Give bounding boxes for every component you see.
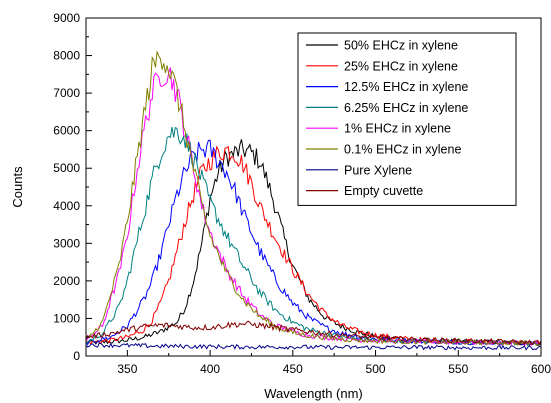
series-line-7: [86, 342, 541, 351]
x-tick-label: 600: [531, 362, 551, 376]
y-tick-label: 6000: [53, 124, 80, 138]
y-axis-label: Counts: [10, 166, 25, 208]
y-tick-label: 0: [73, 349, 80, 363]
y-tick-label: 3000: [53, 236, 80, 250]
series-line-3: [86, 139, 541, 347]
series-layer: [86, 51, 541, 351]
x-axis-label: Wavelength (nm): [264, 386, 363, 401]
x-tick-label: 550: [448, 362, 468, 376]
legend-box: [297, 32, 517, 206]
y-tick-label: 8000: [53, 49, 80, 63]
series-line-6: [86, 51, 541, 347]
legend-label: 12.5% EHCz in xylene: [344, 80, 468, 94]
series-line-4: [86, 126, 541, 347]
legend-label: Pure Xylene: [344, 163, 412, 177]
legend-label: 50% EHCz in xylene: [344, 39, 458, 53]
legend-label: 1% EHCz in xylene: [344, 122, 451, 136]
x-tick-label: 450: [283, 362, 303, 376]
y-tick-label: 4000: [53, 199, 80, 213]
legend-label: Empty cuvette: [344, 184, 423, 198]
legend-label: 6.25% EHCz in xylene: [344, 101, 468, 115]
legend: 50% EHCz in xylene 25% EHCz in xylene 12.5…: [297, 32, 517, 206]
y-tick-label: 9000: [53, 11, 80, 25]
series-line-8: [86, 320, 541, 346]
y-tick-label: 7000: [53, 86, 80, 100]
x-tick-label: 500: [366, 362, 386, 376]
y-tick-label: 1000: [53, 311, 80, 325]
legend-label: 25% EHCz in xylene: [344, 59, 458, 73]
x-tick-label: 400: [200, 362, 220, 376]
y-tick-label: 2000: [53, 274, 80, 288]
x-tick-label: 350: [117, 362, 137, 376]
legend-label: 0.1% EHCz in xylene: [344, 143, 461, 157]
y-tick-label: 5000: [53, 161, 80, 175]
ticks-layer: 350 400 450 500 550 6000100020003000400050006…: [53, 11, 551, 376]
